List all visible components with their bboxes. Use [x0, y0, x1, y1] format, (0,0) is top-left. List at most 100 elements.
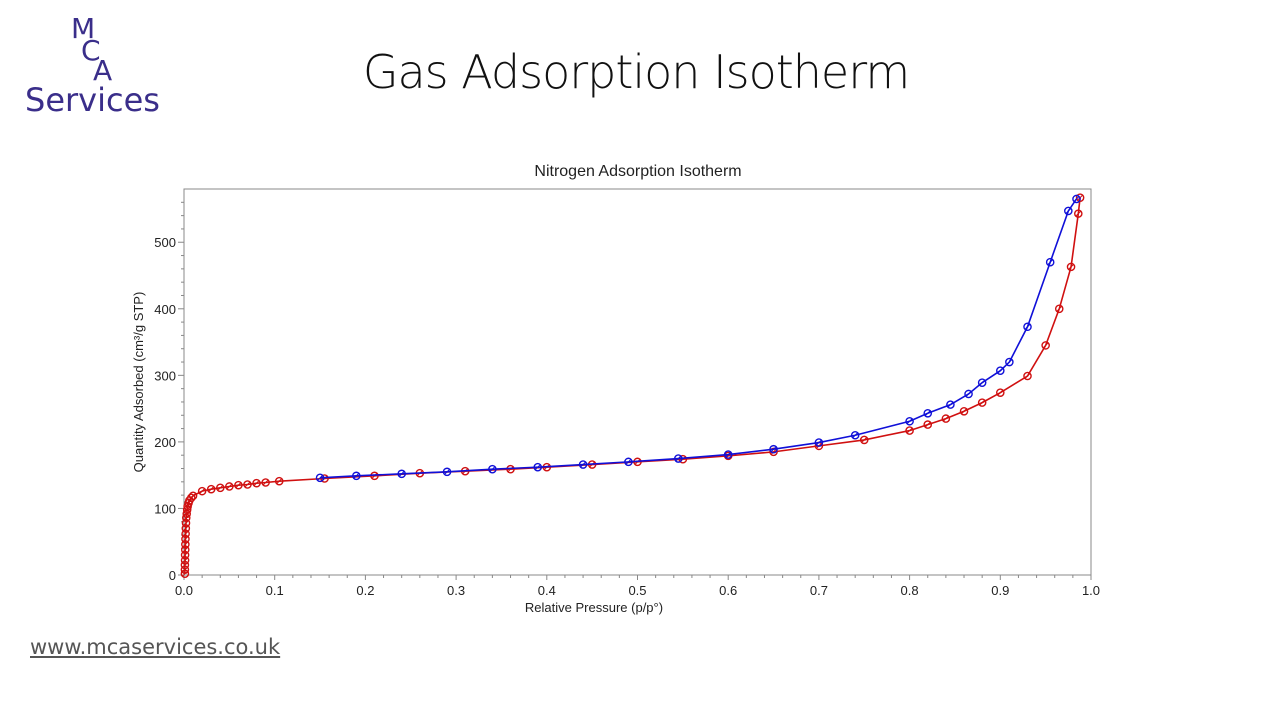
data-point-slash	[244, 481, 251, 488]
x-tick-label: 0.5	[628, 583, 646, 598]
data-point	[197, 486, 207, 496]
data-point	[180, 560, 190, 570]
data-point	[243, 480, 252, 489]
x-tick-label: 0.7	[810, 583, 828, 598]
data-point	[181, 529, 190, 539]
data-point	[397, 469, 406, 479]
data-point	[186, 493, 196, 503]
data-point-slash	[961, 408, 967, 415]
slide-title: Gas Adsorption Isotherm	[362, 45, 910, 99]
data-point	[181, 518, 191, 528]
x-tick-label: 0.8	[901, 583, 919, 598]
y-axis-label: Quantity Adsorbed (cm³/g STP)	[131, 292, 146, 473]
data-point-slash	[217, 484, 224, 491]
data-point-slash	[861, 437, 868, 443]
data-point-slash	[580, 461, 586, 468]
data-point-slash	[353, 472, 360, 479]
data-point-slash	[997, 389, 1004, 396]
data-point	[1045, 257, 1055, 267]
data-point	[252, 478, 261, 488]
data-point	[1072, 194, 1081, 204]
data-point-slash	[906, 427, 913, 434]
data-point-slash	[852, 432, 859, 439]
data-point	[1041, 341, 1050, 350]
y-tick-label: 500	[154, 235, 176, 250]
data-point	[674, 454, 683, 463]
data-point	[533, 462, 543, 472]
data-point	[1074, 209, 1083, 218]
data-point	[206, 484, 216, 494]
data-point-slash	[235, 482, 242, 489]
data-point-slash	[1073, 196, 1080, 202]
data-point	[1066, 262, 1076, 272]
series-line	[320, 198, 1078, 479]
data-point	[946, 400, 955, 409]
data-point	[964, 389, 973, 399]
data-point-slash	[1024, 373, 1031, 379]
data-point	[188, 491, 198, 501]
series-adsorption	[180, 193, 1085, 578]
data-point-slash	[253, 480, 260, 487]
data-point-slash	[947, 401, 954, 408]
data-point-slash	[317, 474, 323, 481]
x-tick-label: 0.4	[538, 583, 556, 598]
data-point-slash	[979, 399, 986, 406]
data-point	[996, 388, 1005, 397]
data-point-slash	[770, 446, 777, 453]
data-point	[959, 406, 969, 416]
data-point	[977, 378, 987, 387]
x-tick-label: 0.9	[991, 583, 1009, 598]
data-point-slash	[725, 451, 732, 458]
data-point-slash	[398, 470, 405, 477]
data-point	[1054, 304, 1064, 314]
data-point	[234, 480, 243, 490]
series-line	[184, 197, 1081, 574]
data-point-slash	[489, 466, 496, 473]
data-point-slash	[262, 479, 269, 486]
data-point-slash	[965, 391, 972, 397]
data-point	[442, 467, 452, 477]
chart-title: Nitrogen Adsorption Isotherm	[534, 163, 741, 180]
x-tick-label: 1.0	[1082, 583, 1100, 598]
data-point-slash	[199, 488, 205, 494]
data-point	[261, 478, 270, 487]
data-point-slash	[979, 379, 986, 386]
logo-letter-m: M	[71, 12, 96, 45]
data-point-slash	[943, 415, 949, 422]
data-point-slash	[816, 439, 822, 446]
data-point	[723, 450, 733, 459]
data-point-slash	[1056, 305, 1063, 312]
logo-letter-c: C	[81, 34, 101, 67]
y-tick-label: 200	[154, 435, 176, 450]
data-point-slash	[1068, 264, 1074, 270]
x-tick-label: 0.6	[719, 583, 737, 598]
data-point	[769, 447, 778, 457]
data-point-slash	[190, 492, 196, 499]
data-point	[814, 438, 824, 447]
series-desorption	[315, 194, 1081, 483]
data-point	[274, 476, 284, 486]
x-tick-label: 0.0	[175, 583, 193, 598]
data-point	[352, 471, 361, 481]
data-point	[1023, 322, 1032, 332]
data-point	[1023, 371, 1032, 381]
data-point	[315, 473, 325, 483]
website-link[interactable]: www.mcaservices.co.uk	[30, 635, 281, 659]
data-point	[180, 565, 190, 574]
data-point	[181, 524, 191, 533]
y-tick-label: 0	[169, 568, 176, 583]
data-point	[941, 414, 951, 423]
data-point-slash	[444, 468, 450, 475]
data-point-slash	[1047, 259, 1054, 266]
data-point	[225, 482, 234, 491]
data-point	[1064, 206, 1073, 216]
data-point	[180, 556, 190, 565]
data-point	[624, 457, 633, 467]
data-point	[977, 398, 987, 407]
x-tick-label: 0.1	[266, 583, 284, 598]
data-point	[923, 408, 933, 418]
data-point-slash	[675, 455, 682, 462]
data-point	[859, 435, 869, 445]
y-tick-label: 100	[154, 501, 176, 516]
